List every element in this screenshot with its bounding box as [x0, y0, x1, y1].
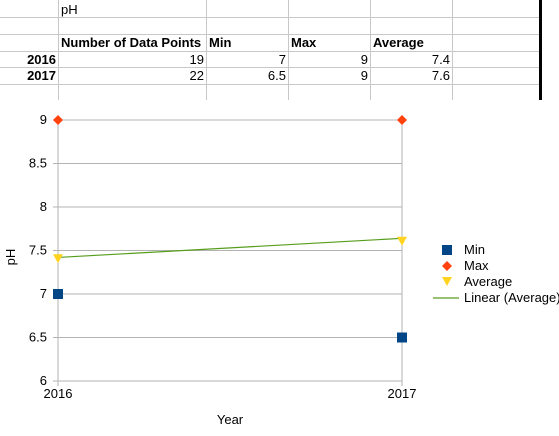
min-point-2017: [397, 332, 407, 343]
min-point-2016: [53, 289, 63, 299]
cell-2017-max[interactable]: 9: [360, 68, 368, 83]
row-label-2016[interactable]: 2016: [27, 52, 56, 67]
ph-chart[interactable]: 6 6.5 7 7.5 8 8.5 9 2016 2017 Year pH MinMaxAver…: [0, 100, 559, 436]
cell-2016-min[interactable]: 7: [278, 52, 286, 67]
column-divider: [206, 0, 207, 100]
legend-marker-average: [442, 277, 452, 286]
cell-2017-average[interactable]: 7.6: [431, 68, 450, 83]
legend-label-min: Min: [464, 242, 485, 257]
y-tick-label: 6: [40, 373, 47, 388]
cell-2016-average[interactable]: 7.4: [431, 52, 450, 67]
y-tick-label: 9: [40, 112, 47, 127]
y-tick-label: 8.5: [29, 156, 47, 171]
legend-marker-min: [442, 245, 452, 255]
row-divider: [0, 17, 540, 18]
cell-2017-data-points[interactable]: 22: [189, 68, 204, 83]
trendline-average: [57, 237, 403, 259]
legend-label-trendline: Linear (Average): [464, 290, 559, 305]
y-tick-label: 7.5: [29, 243, 47, 258]
x-axis-label: Year: [217, 412, 244, 427]
spreadsheet-area: pH Number of Data Points Min Max Average…: [0, 0, 559, 100]
sheet-right-edge: [539, 0, 542, 100]
column-divider: [452, 0, 453, 100]
y-tick-label: 6.5: [29, 330, 47, 345]
legend-marker-max: [442, 261, 452, 271]
row-divider: [0, 34, 540, 35]
series-layer: [53, 115, 407, 343]
column-divider: [288, 0, 289, 100]
header-cell-min[interactable]: Min: [209, 35, 232, 50]
cell-2016-data-points[interactable]: 19: [189, 52, 204, 67]
max-point-2017: [397, 115, 407, 125]
sheet-title-cell[interactable]: pH: [61, 2, 78, 17]
average-point-2017: [397, 236, 407, 246]
y-tick-label: 8: [40, 199, 47, 214]
x-tick-label: 2017: [388, 386, 417, 401]
cell-2016-max[interactable]: 9: [360, 52, 368, 67]
y-axis-label: pH: [3, 249, 18, 266]
column-divider: [370, 0, 371, 100]
max-point-2016: [53, 115, 63, 125]
header-cell-max[interactable]: Max: [291, 35, 317, 50]
legend-label-average: Average: [464, 274, 512, 289]
cell-2017-min[interactable]: 6.5: [267, 68, 286, 83]
row-divider: [0, 84, 540, 85]
x-tick-label: 2016: [44, 386, 73, 401]
axis-layer: 6 6.5 7 7.5 8 8.5 9 2016 2017: [29, 112, 417, 401]
column-divider: [58, 0, 59, 100]
average-point-2016: [53, 254, 63, 264]
legend-label-max: Max: [464, 258, 489, 273]
row-divider: [0, 51, 540, 52]
grid-layer: [53, 119, 403, 386]
header-cell-average[interactable]: Average: [373, 35, 424, 50]
row-divider: [0, 67, 540, 68]
header-cell-data-points[interactable]: Number of Data Points: [61, 35, 202, 50]
row-label-2017[interactable]: 2017: [27, 68, 56, 83]
y-tick-label: 7: [40, 286, 47, 301]
